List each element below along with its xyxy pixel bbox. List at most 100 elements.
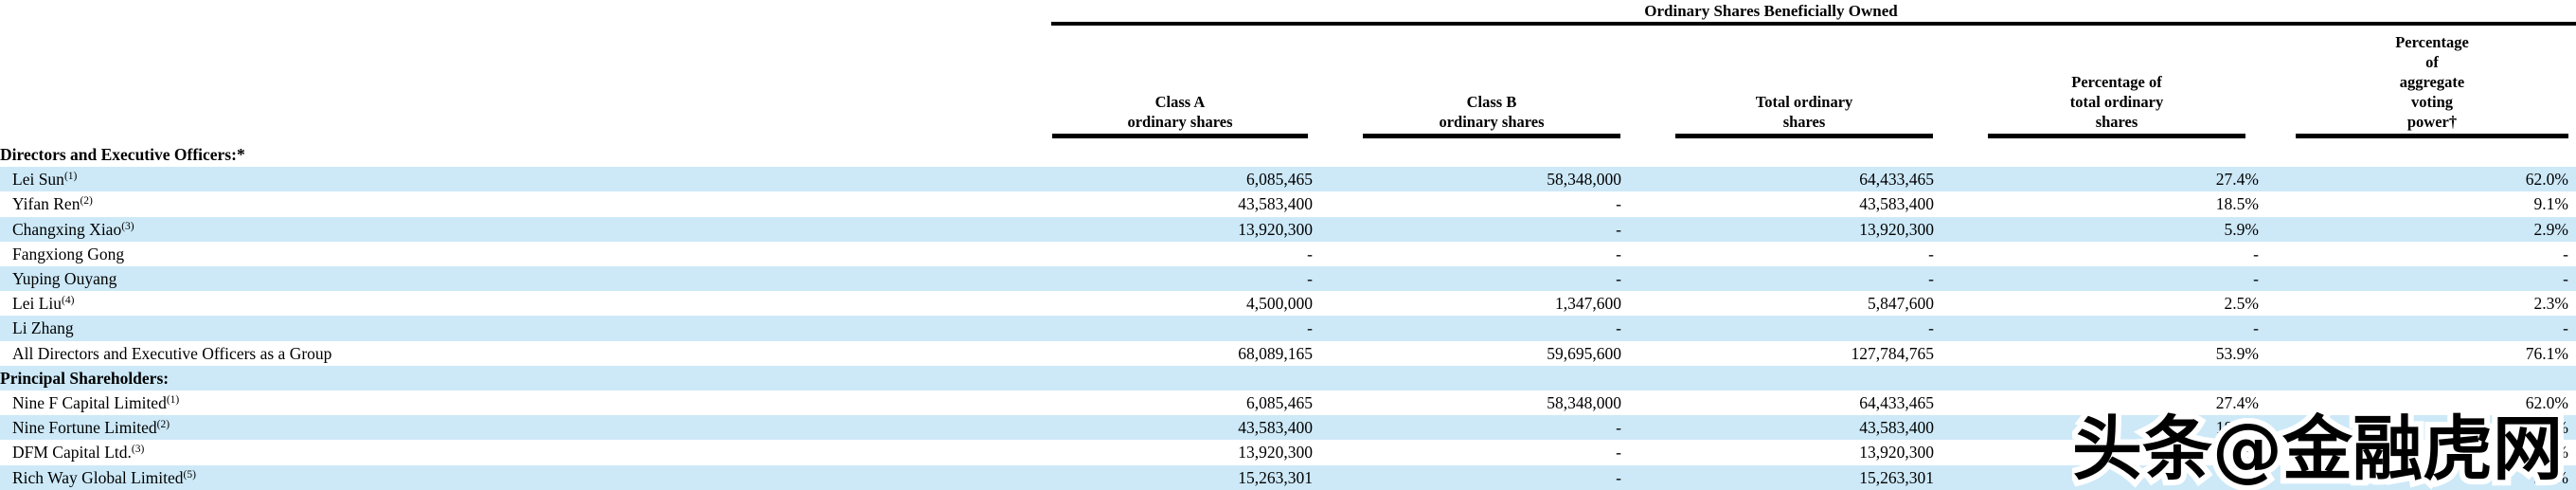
- row-label: Fangxiong Gong: [12, 242, 124, 266]
- cell-class-b-shares: -: [1616, 194, 1621, 214]
- cell-total-shares: 43,583,400: [1859, 418, 1934, 438]
- cell-class-b-shares: -: [1616, 443, 1621, 463]
- owner-name: Lei Sun: [12, 170, 64, 190]
- table-row: Changxing Xiao(3) 13,920,300 - 13,920,30…: [0, 216, 2576, 242]
- cell-class-b-shares: -: [1616, 418, 1621, 438]
- cell-total-shares: -: [1928, 269, 1934, 289]
- cell-class-b-shares: -: [1616, 269, 1621, 289]
- cell-class-b-shares: -: [1616, 219, 1621, 239]
- footnote-ref: (2): [80, 195, 93, 208]
- cell-pct-voting-power: 62.0%: [2525, 170, 2568, 190]
- row-label: Lei Liu(4): [12, 291, 74, 316]
- column-header-class-a: Class A ordinary shares: [1052, 25, 1308, 132]
- cell-class-b-shares: [1363, 142, 1621, 167]
- cell-class-a-shares: 68,089,165: [1238, 343, 1313, 363]
- owner-name: Li Zhang: [12, 318, 74, 338]
- cell-total-shares: [1675, 142, 1934, 167]
- owner-name: Rich Way Global Limited: [12, 467, 184, 487]
- column-header-line: Class B: [1466, 93, 1517, 111]
- owner-name: Nine Fortune Limited: [12, 418, 157, 438]
- cell-total-shares: 43,583,400: [1859, 194, 1934, 214]
- cell-pct-total-shares: 53.9%: [2215, 343, 2259, 363]
- column-header-line: ordinary shares: [1127, 113, 1233, 131]
- cell-total-shares: 64,433,465: [1859, 170, 1934, 190]
- cell-class-b-shares: -: [1616, 244, 1621, 263]
- owner-name: Principal Shareholders:: [0, 368, 170, 388]
- owner-name: Yuping Ouyang: [12, 269, 117, 289]
- cell-pct-voting-power: 2.3%: [2533, 294, 2568, 314]
- cell-total-shares: -: [1928, 244, 1934, 263]
- table-row: Li Zhang - - - - -: [0, 316, 2576, 341]
- owner-name: Fangxiong Gong: [12, 244, 125, 263]
- cell-class-b-shares: 59,695,600: [1547, 343, 1621, 363]
- footnote-ref: (5): [183, 468, 196, 481]
- cell-pct-voting-power: 2.9%: [2533, 219, 2568, 239]
- cell-class-a-shares: [1052, 142, 1313, 167]
- owner-name: Yifan Ren: [12, 194, 80, 214]
- owner-name: Directors and Executive Officers:*: [0, 145, 245, 164]
- cell-class-b-shares: 58,348,000: [1547, 170, 1621, 190]
- owner-name: Lei Liu: [12, 294, 62, 314]
- column-underline: [2296, 134, 2568, 138]
- row-label: Principal Shareholders:: [0, 366, 169, 390]
- row-label: DFM Capital Ltd.(3): [12, 440, 144, 464]
- column-header-line: aggregate: [2399, 73, 2465, 91]
- cell-pct-voting-power: 9.1%: [2533, 194, 2568, 214]
- cell-total-shares: 5,847,600: [1868, 294, 1934, 314]
- cell-class-a-shares: 43,583,400: [1238, 418, 1313, 438]
- cell-pct-total-shares: -: [2253, 318, 2259, 338]
- cell-pct-voting-power: 2.9%: [2533, 443, 2568, 463]
- cell-total-shares: 64,433,465: [1859, 393, 1934, 413]
- cell-pct-total-shares: 5.9%: [2224, 219, 2259, 239]
- table-title: Ordinary Shares Beneficially Owned: [1644, 2, 1898, 20]
- row-label: Directors and Executive Officers:*: [0, 142, 245, 167]
- column-header-line: Class A: [1154, 93, 1206, 111]
- table-row: Principal Shareholders:: [0, 365, 2576, 391]
- cell-pct-total-shares: 27.4%: [2215, 393, 2259, 413]
- cell-total-shares: 13,920,300: [1859, 443, 1934, 463]
- cell-pct-voting-power: 62.0%: [2525, 393, 2568, 413]
- column-header-line: shares: [2095, 113, 2138, 131]
- footnote-ref: (2): [156, 419, 170, 431]
- cell-pct-voting-power: 9.1%: [2533, 418, 2568, 438]
- cell-pct-total-shares: 2.5%: [2224, 294, 2259, 314]
- cell-pct-voting-power: [2296, 366, 2568, 390]
- cell-total-shares: 127,784,765: [1851, 343, 1935, 363]
- cell-class-b-shares: -: [1616, 467, 1621, 487]
- cell-pct-total-shares: [1988, 142, 2259, 167]
- column-header-total-shares: Total ordinary shares: [1675, 25, 1933, 132]
- table-row: Yifan Ren(2) 43,583,400 - 43,583,400 18.…: [0, 191, 2576, 217]
- cell-class-a-shares: -: [1307, 269, 1313, 289]
- cell-class-b-shares: [1363, 366, 1621, 390]
- owner-name: All Directors and Executive Officers as …: [12, 343, 332, 363]
- cell-class-a-shares: 6,085,465: [1246, 170, 1313, 190]
- column-underline: [1988, 134, 2245, 138]
- row-label: Yifan Ren(2): [12, 191, 93, 216]
- footnote-ref: (4): [62, 295, 75, 307]
- cell-total-shares: 13,920,300: [1859, 219, 1934, 239]
- footnote-ref: (1): [63, 171, 78, 183]
- title-underline: [1051, 22, 2576, 26]
- table-row: All Directors and Executive Officers as …: [0, 340, 2576, 366]
- owner-name: Nine F Capital Limited: [12, 393, 167, 413]
- column-underline: [1052, 134, 1308, 138]
- column-header-line: of: [2425, 53, 2439, 71]
- cell-pct-voting-power: -: [2563, 244, 2568, 263]
- cell-pct-total-shares: 5.9%: [2224, 443, 2259, 463]
- footnote-ref: (1): [166, 394, 180, 407]
- table-body: Directors and Executive Officers:* Lei S…: [0, 142, 2576, 490]
- row-label: Changxing Xiao(3): [12, 217, 134, 242]
- table-row: Lei Sun(1) 6,085,465 58,348,000 64,433,4…: [0, 167, 2576, 192]
- cell-pct-total-shares: [1988, 366, 2259, 390]
- row-label: Lei Sun(1): [12, 167, 77, 191]
- column-header-pct-voting-power: Percentage of aggregate voting power†: [2296, 25, 2568, 132]
- column-header-line: voting: [2410, 93, 2453, 111]
- cell-class-a-shares: [1052, 366, 1313, 390]
- cell-pct-voting-power: -: [2563, 269, 2568, 289]
- cell-class-a-shares: 13,920,300: [1238, 443, 1313, 463]
- column-header-line: Total ordinary: [1755, 93, 1853, 111]
- column-header-line: Percentage: [2395, 33, 2469, 51]
- row-label: Yuping Ouyang: [12, 266, 116, 291]
- cell-class-a-shares: -: [1307, 318, 1313, 338]
